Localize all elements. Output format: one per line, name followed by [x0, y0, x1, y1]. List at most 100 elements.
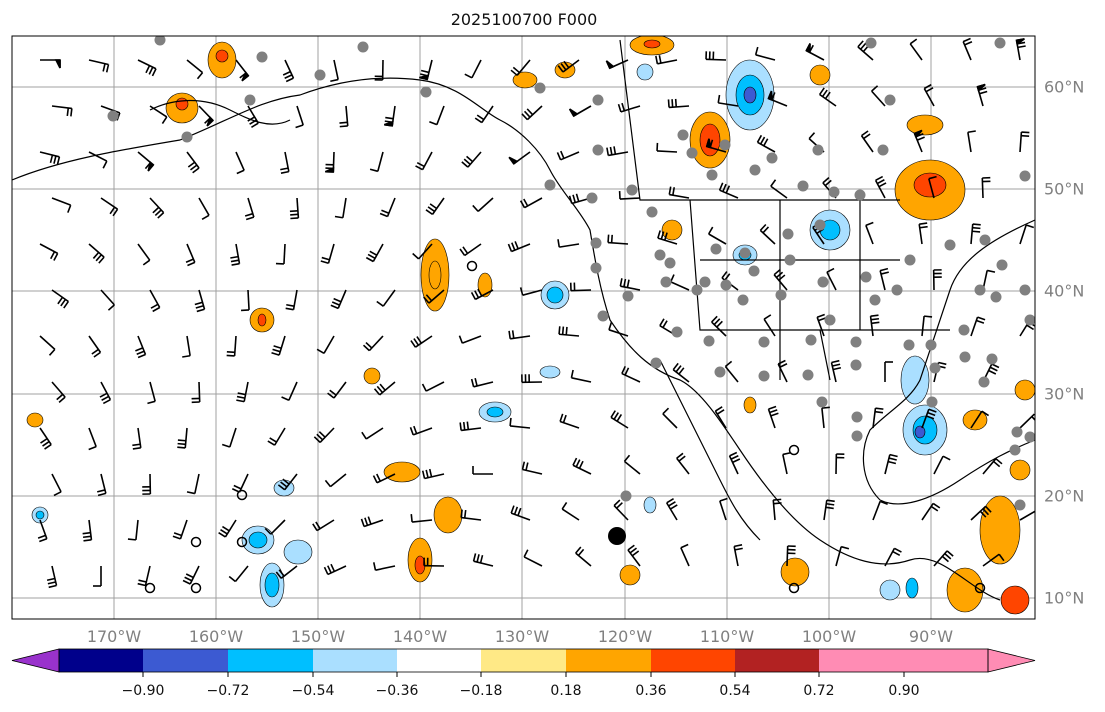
calm-circle: [788, 582, 800, 594]
wind-barb: [472, 197, 494, 212]
wind-barb: [507, 241, 531, 253]
station-dot: [592, 144, 604, 156]
wind-barb: [923, 83, 935, 107]
wind-barb: [733, 544, 743, 567]
wind-barb: [99, 381, 112, 405]
station-dot: [877, 144, 889, 156]
calm-circle: [466, 260, 478, 272]
station-dot: [805, 334, 817, 346]
station-dot: [1024, 431, 1035, 443]
station-dot: [782, 228, 794, 240]
wind-barb: [230, 243, 241, 266]
colorbar-bin: [735, 649, 819, 672]
wind-barb: [149, 105, 168, 125]
wind-barb: [705, 138, 727, 153]
station-dot: [860, 271, 872, 283]
wind-barb: [1015, 38, 1026, 61]
lat-label-30n: 30°N: [1044, 384, 1085, 404]
wind-barb: [657, 230, 678, 245]
wind-barb: [132, 427, 142, 450]
wind-barb: [421, 468, 445, 480]
calm-circle: [190, 582, 202, 594]
contour-area: [264, 572, 280, 598]
lon-label-100w: 100°W: [801, 627, 857, 646]
contour-area: [809, 64, 831, 86]
contour-area: [780, 557, 810, 587]
lat-label-50n: 50°N: [1044, 179, 1085, 199]
wind-barb: [334, 197, 347, 219]
wind-barb: [711, 315, 727, 337]
colorbar-bin: [651, 649, 735, 672]
lon-label-110w: 110°W: [699, 627, 755, 646]
wind-barb: [472, 553, 494, 567]
wind-barb: [247, 105, 259, 128]
station-dot: [828, 186, 840, 198]
contour-area: [539, 365, 561, 379]
wind-barb: [185, 243, 196, 267]
calm-circle: [974, 582, 986, 594]
wind-barb: [149, 289, 161, 313]
wind-barb: [728, 451, 741, 475]
lon-label-90w: 90°W: [908, 627, 954, 646]
station-dot: [749, 164, 761, 176]
wind-barb: [668, 186, 690, 199]
colorbar-tick-label: −0.54: [291, 683, 335, 699]
station-dot: [544, 179, 556, 191]
station-dot: [748, 265, 760, 277]
wind-barb: [186, 151, 200, 174]
station-dot: [978, 376, 990, 388]
wind-barb: [928, 175, 937, 199]
contour-area: [486, 406, 504, 418]
wind-barb: [767, 90, 788, 107]
wind-barb: [662, 407, 678, 429]
wind-barb: [459, 421, 482, 432]
station-dot: [703, 335, 715, 347]
wind-barb: [918, 222, 928, 245]
wind-barb: [767, 405, 779, 429]
station-dot: [737, 294, 749, 306]
station-dot: [691, 284, 703, 296]
wind-barb: [374, 59, 384, 81]
wind-barb: [933, 550, 954, 567]
station-dot: [766, 152, 778, 164]
wind-barb: [561, 501, 580, 521]
wind-barb: [289, 197, 300, 220]
wind-barb: [619, 278, 641, 291]
wind-barb: [412, 243, 433, 260]
wind-barb: [218, 519, 237, 538]
station-dot: [654, 249, 666, 261]
wind-barb: [519, 287, 543, 296]
calm-circle: [236, 536, 248, 548]
station-dot: [590, 237, 602, 249]
wind-barb: [324, 151, 335, 173]
station-dot: [775, 289, 787, 301]
station-dot: [850, 359, 862, 371]
station-dot: [944, 239, 956, 251]
wind-barb: [461, 151, 482, 168]
wind-barb: [271, 335, 286, 356]
wind-barb: [610, 410, 629, 429]
station-dot: [802, 369, 814, 381]
lon-label-170w: 170°W: [86, 627, 142, 646]
station-dot: [816, 396, 828, 408]
wind-barb: [97, 473, 107, 497]
station-dot: [884, 94, 896, 106]
wind-barb: [879, 267, 889, 291]
wind-barb: [921, 408, 937, 429]
station-dot: [797, 180, 809, 192]
wind-barb: [241, 289, 250, 312]
lat-label-20n: 20°N: [1044, 486, 1085, 506]
colorbar-bin: [566, 649, 651, 672]
wind-barb: [558, 326, 580, 337]
wind-barb: [575, 546, 592, 567]
wind-barb: [1019, 510, 1035, 521]
wind-barb: [821, 406, 830, 429]
wind-barb: [519, 197, 543, 209]
lat-label-60n: 60°N: [1044, 77, 1085, 97]
wind-barb: [472, 466, 493, 475]
wind-barb: [137, 151, 155, 172]
wind-barb: [970, 410, 990, 429]
wind-barb: [976, 83, 988, 107]
wind-barb: [226, 335, 237, 357]
